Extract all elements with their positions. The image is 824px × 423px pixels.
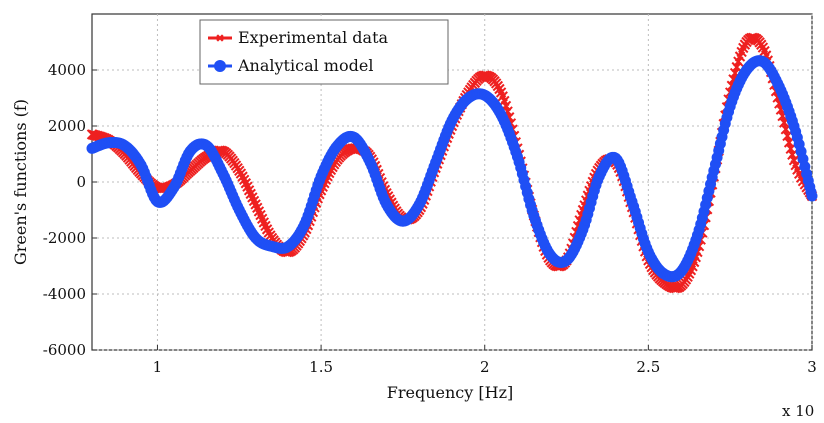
legend-label-analytical: Analytical model: [237, 56, 373, 75]
x-tick-label: 1.5: [309, 358, 333, 376]
y-tick-label: 4000: [48, 61, 86, 79]
legend-label-experimental: Experimental data: [238, 28, 389, 47]
analytical-point: [806, 190, 818, 202]
y-axis-ticks: -6000 -4000 -2000 0 2000 4000: [43, 61, 97, 359]
x-axis-ticks: 1 1.5 2 2.5 3: [153, 345, 817, 376]
x-tick-label: 1: [153, 358, 163, 376]
experimental-point: [785, 143, 796, 155]
y-tick-label: 2000: [48, 117, 86, 135]
legend: ✖ Experimental data Analytical model: [199, 19, 449, 85]
y-tick-label: -6000: [43, 341, 86, 359]
x-tick-label: 2.5: [636, 358, 660, 376]
legend-marker-circle: [214, 60, 226, 72]
series-layer: [86, 32, 818, 294]
x-tick-label: 2: [480, 358, 490, 376]
x-axis-label: Frequency [Hz]: [387, 383, 514, 402]
y-axis-label: Green's functions (f): [11, 99, 30, 265]
y-tick-label: 0: [76, 173, 86, 191]
legend-marker-x: ✖: [215, 32, 224, 45]
x-tick-label: 3: [807, 358, 817, 376]
x-multiplier-label: x 10: [782, 402, 814, 420]
y-tick-label: -2000: [43, 229, 86, 247]
y-tick-label: -4000: [43, 285, 86, 303]
legend-box: [199, 19, 449, 85]
